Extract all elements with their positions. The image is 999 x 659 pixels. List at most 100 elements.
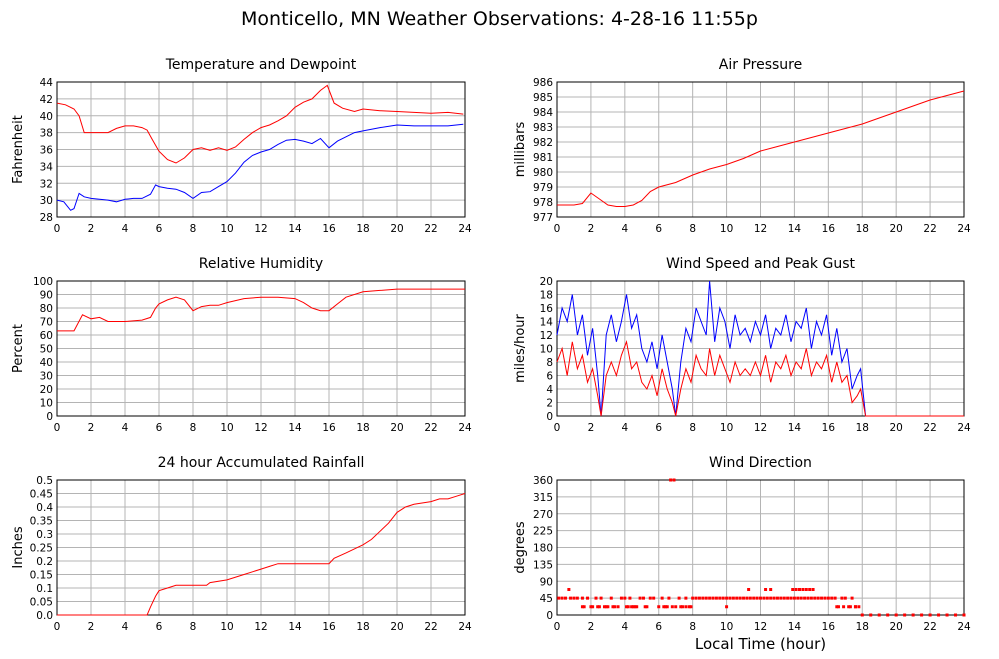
y-axis-label: millibars: [513, 122, 528, 178]
data-point: [572, 596, 576, 600]
data-point: [735, 596, 739, 600]
y-tick-label: 10: [540, 344, 553, 356]
y-tick-label: 6: [546, 371, 553, 383]
y-tick-label: 32: [40, 178, 53, 190]
x-tick-label: 20: [889, 621, 902, 633]
data-point: [860, 613, 864, 617]
x-tick-label: 6: [655, 223, 662, 235]
data-point: [869, 613, 873, 617]
x-tick-label: 12: [754, 223, 767, 235]
x-tick-label: 2: [588, 223, 595, 235]
y-tick-label: 985: [533, 92, 553, 104]
x-tick-label: 24: [957, 223, 971, 235]
data-point: [677, 596, 681, 600]
y-tick-label: 60: [40, 330, 53, 342]
y-tick-label: 16: [540, 303, 554, 315]
data-point: [674, 605, 678, 609]
data-point: [725, 605, 729, 609]
data-point: [580, 605, 584, 609]
data-point: [684, 605, 688, 609]
x-tick-label: 24: [458, 621, 472, 633]
panel-title: Temperature and Dewpoint: [165, 57, 357, 73]
data-point: [842, 605, 846, 609]
data-point: [643, 605, 647, 609]
data-point: [738, 596, 742, 600]
x-tick-label: 24: [957, 422, 971, 434]
series-line-1: [557, 90, 965, 207]
data-point: [689, 605, 693, 609]
x-tick-label: 18: [356, 621, 369, 633]
data-point: [687, 605, 691, 609]
data-point: [721, 596, 725, 600]
series-points: [557, 478, 966, 617]
y-tick-label: 40: [40, 111, 53, 123]
x-tick-label: 2: [588, 621, 595, 633]
data-point: [804, 588, 808, 591]
x-tick-label: 16: [822, 422, 836, 434]
data-point: [937, 613, 941, 617]
x-tick-label: 0: [54, 223, 61, 235]
data-point: [609, 596, 613, 600]
y-tick-label: 0.45: [30, 489, 53, 501]
series-line-2: [56, 123, 464, 211]
x-tick-label: 22: [923, 621, 936, 633]
x-tick-label: 14: [788, 422, 802, 434]
y-tick-label: 225: [533, 526, 553, 538]
data-point: [803, 596, 807, 600]
data-point: [596, 605, 600, 609]
x-tick-label: 2: [88, 422, 95, 434]
y-axis-label: Fahrenheit: [11, 115, 26, 184]
data-point: [594, 596, 598, 600]
plot-frame: [56, 479, 466, 616]
data-point: [769, 588, 773, 591]
y-tick-label: 28: [40, 212, 53, 224]
data-point: [630, 605, 634, 609]
y-tick-label: 0.35: [30, 516, 53, 528]
data-point: [631, 605, 635, 609]
data-point: [560, 596, 564, 600]
y-tick-label: 0: [546, 411, 553, 423]
y-tick-label: 80: [40, 303, 53, 315]
data-point: [625, 605, 629, 609]
x-tick-label: 12: [254, 621, 267, 633]
y-tick-label: 100: [33, 276, 53, 288]
data-point: [679, 605, 683, 609]
x-tick-label: 18: [856, 422, 869, 434]
data-point: [725, 596, 729, 600]
data-point: [782, 596, 786, 600]
x-tick-label: 10: [220, 621, 233, 633]
panel-title: Wind Direction: [709, 455, 812, 471]
data-point: [648, 596, 652, 600]
x-tick-label: 4: [122, 223, 129, 235]
y-tick-label: 30: [40, 371, 53, 383]
data-point: [920, 613, 924, 617]
data-point: [847, 605, 851, 609]
y-tick-label: 12: [540, 330, 553, 342]
data-point: [623, 596, 627, 600]
x-axis-label: Local Time (hour): [694, 635, 827, 653]
plot-frame: [556, 280, 965, 417]
series-line-1: [57, 493, 466, 616]
data-point: [945, 613, 949, 617]
data-point: [602, 605, 606, 609]
y-tick-label: 2: [546, 398, 553, 410]
x-tick-label: 8: [689, 621, 696, 633]
y-axis-label: Percent: [11, 324, 26, 373]
data-point: [669, 478, 673, 482]
y-tick-label: 0: [546, 610, 553, 622]
x-tick-label: 0: [554, 621, 561, 633]
y-tick-label: 0.2: [36, 556, 53, 568]
x-tick-label: 18: [356, 223, 369, 235]
y-tick-label: 0.5: [36, 475, 53, 487]
x-tick-label: 10: [720, 621, 733, 633]
y-axis-label: degrees: [513, 521, 528, 574]
data-point: [799, 596, 803, 600]
data-point: [665, 605, 669, 609]
y-tick-label: 980: [533, 167, 553, 179]
x-tick-label: 14: [788, 621, 802, 633]
data-point: [853, 605, 857, 609]
y-tick-label: 42: [40, 94, 53, 106]
x-tick-label: 14: [288, 621, 302, 633]
